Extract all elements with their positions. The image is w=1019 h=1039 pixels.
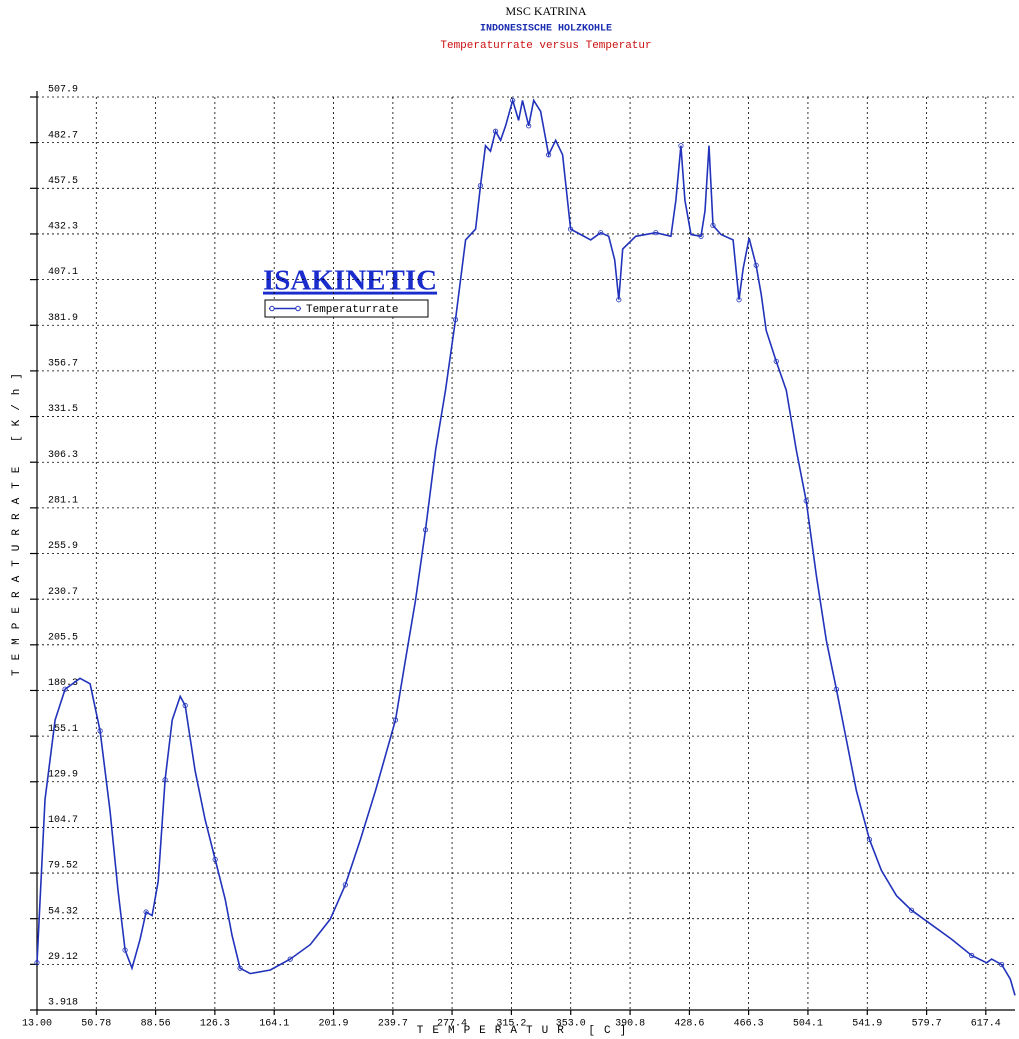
data-point — [182, 702, 188, 709]
x-tick-label: 541.9 — [852, 1019, 882, 1030]
data-point — [546, 152, 552, 158]
chart-subtitle: INDONESISCHE HOLZKOHLE — [480, 24, 612, 35]
x-tick-label: 390.8 — [615, 1019, 645, 1030]
x-tick-label: 504.1 — [793, 1019, 823, 1030]
y-tick-label: 507.9 — [48, 85, 78, 96]
x-tick-label: 164.1 — [259, 1019, 289, 1030]
y-tick-label: 230.7 — [48, 587, 78, 598]
y-axis-title: TEMPERATURRATE [K/h] — [11, 364, 23, 676]
data-point — [833, 686, 839, 692]
legend: Temperaturrate — [264, 299, 429, 318]
x-tick-label: 126.3 — [200, 1019, 230, 1030]
x-tick-label: 50.78 — [81, 1019, 111, 1030]
x-tick-label: 13.00 — [22, 1019, 52, 1030]
y-tick-label: 79.52 — [48, 861, 78, 872]
data-point — [567, 226, 574, 232]
data-point — [999, 961, 1005, 968]
annotation: ISAKINETIC — [263, 265, 437, 297]
data-point — [710, 222, 716, 229]
x-tick-label: 239.7 — [378, 1019, 408, 1030]
legend-marker — [269, 305, 275, 312]
chart-caption: Temperaturrate versus Temperatur — [440, 40, 651, 52]
data-point — [392, 717, 399, 723]
data-point — [653, 230, 659, 236]
data-point — [477, 182, 484, 189]
x-tick-label: 428.6 — [674, 1019, 704, 1030]
y-tick-label: 205.5 — [48, 632, 78, 643]
data-point — [422, 527, 429, 533]
y-tick-label: 432.3 — [48, 222, 78, 233]
x-tick-label: 277.4 — [437, 1019, 467, 1030]
chart-title: MSC KATRINA — [505, 4, 586, 18]
data-point — [616, 297, 622, 303]
data-point — [212, 856, 218, 863]
data-point — [866, 836, 873, 843]
y-tick-label: 155.1 — [48, 724, 78, 735]
data-point — [162, 777, 168, 783]
data-line — [36, 97, 1016, 996]
y-tick-label: 381.9 — [48, 313, 78, 324]
x-tick-label: 88.56 — [141, 1019, 171, 1030]
data-point — [492, 128, 499, 134]
data-point — [97, 728, 103, 734]
y-tick-label: 281.1 — [48, 496, 78, 507]
data-point — [698, 233, 704, 239]
y-tick-label: 356.7 — [48, 359, 78, 370]
data-point — [969, 952, 975, 959]
data-point — [736, 297, 742, 303]
legend-box — [264, 299, 429, 318]
y-tick-label: 104.7 — [48, 815, 78, 826]
y-tick-label: 407.1 — [48, 267, 78, 278]
y-tick-label: 54.32 — [48, 906, 78, 917]
y-tick-label: 29.12 — [48, 952, 78, 963]
data-point — [510, 97, 516, 104]
data-point — [122, 947, 128, 953]
x-tick-label: 353.0 — [556, 1019, 586, 1030]
y-tick-label: 129.9 — [48, 769, 78, 780]
y-tick-label: 331.5 — [48, 404, 78, 415]
data-point — [526, 123, 532, 129]
data-point — [342, 882, 348, 888]
x-tick-label: 201.9 — [319, 1019, 349, 1030]
data-point — [237, 965, 243, 971]
legend-label: Temperaturrate — [306, 304, 398, 316]
data-point — [908, 907, 915, 913]
y-tick-label: 482.7 — [48, 130, 78, 141]
x-tick-label: 466.3 — [734, 1019, 764, 1030]
x-tick-label: 579.7 — [912, 1019, 942, 1030]
data-point — [678, 143, 684, 149]
data-point — [452, 317, 459, 323]
data-point — [34, 960, 40, 966]
data-point — [753, 262, 759, 268]
y-tick-label: 180.3 — [48, 678, 78, 689]
data-point — [62, 686, 68, 692]
legend-marker — [295, 305, 301, 312]
x-axis-title: TEMPERATUR [C] — [417, 1025, 635, 1037]
data-point — [143, 909, 149, 915]
data-point — [773, 358, 779, 364]
y-tick-label: 255.9 — [48, 541, 78, 552]
data-point — [598, 230, 604, 236]
data-point — [287, 956, 293, 962]
y-tick-label: 3.918 — [48, 998, 78, 1009]
x-tick-label: 617.4 — [971, 1019, 1001, 1030]
y-tick-label: 306.3 — [48, 450, 78, 461]
data-point — [803, 498, 809, 504]
x-tick-label: 315.2 — [496, 1019, 526, 1030]
y-tick-label: 457.5 — [48, 176, 78, 187]
